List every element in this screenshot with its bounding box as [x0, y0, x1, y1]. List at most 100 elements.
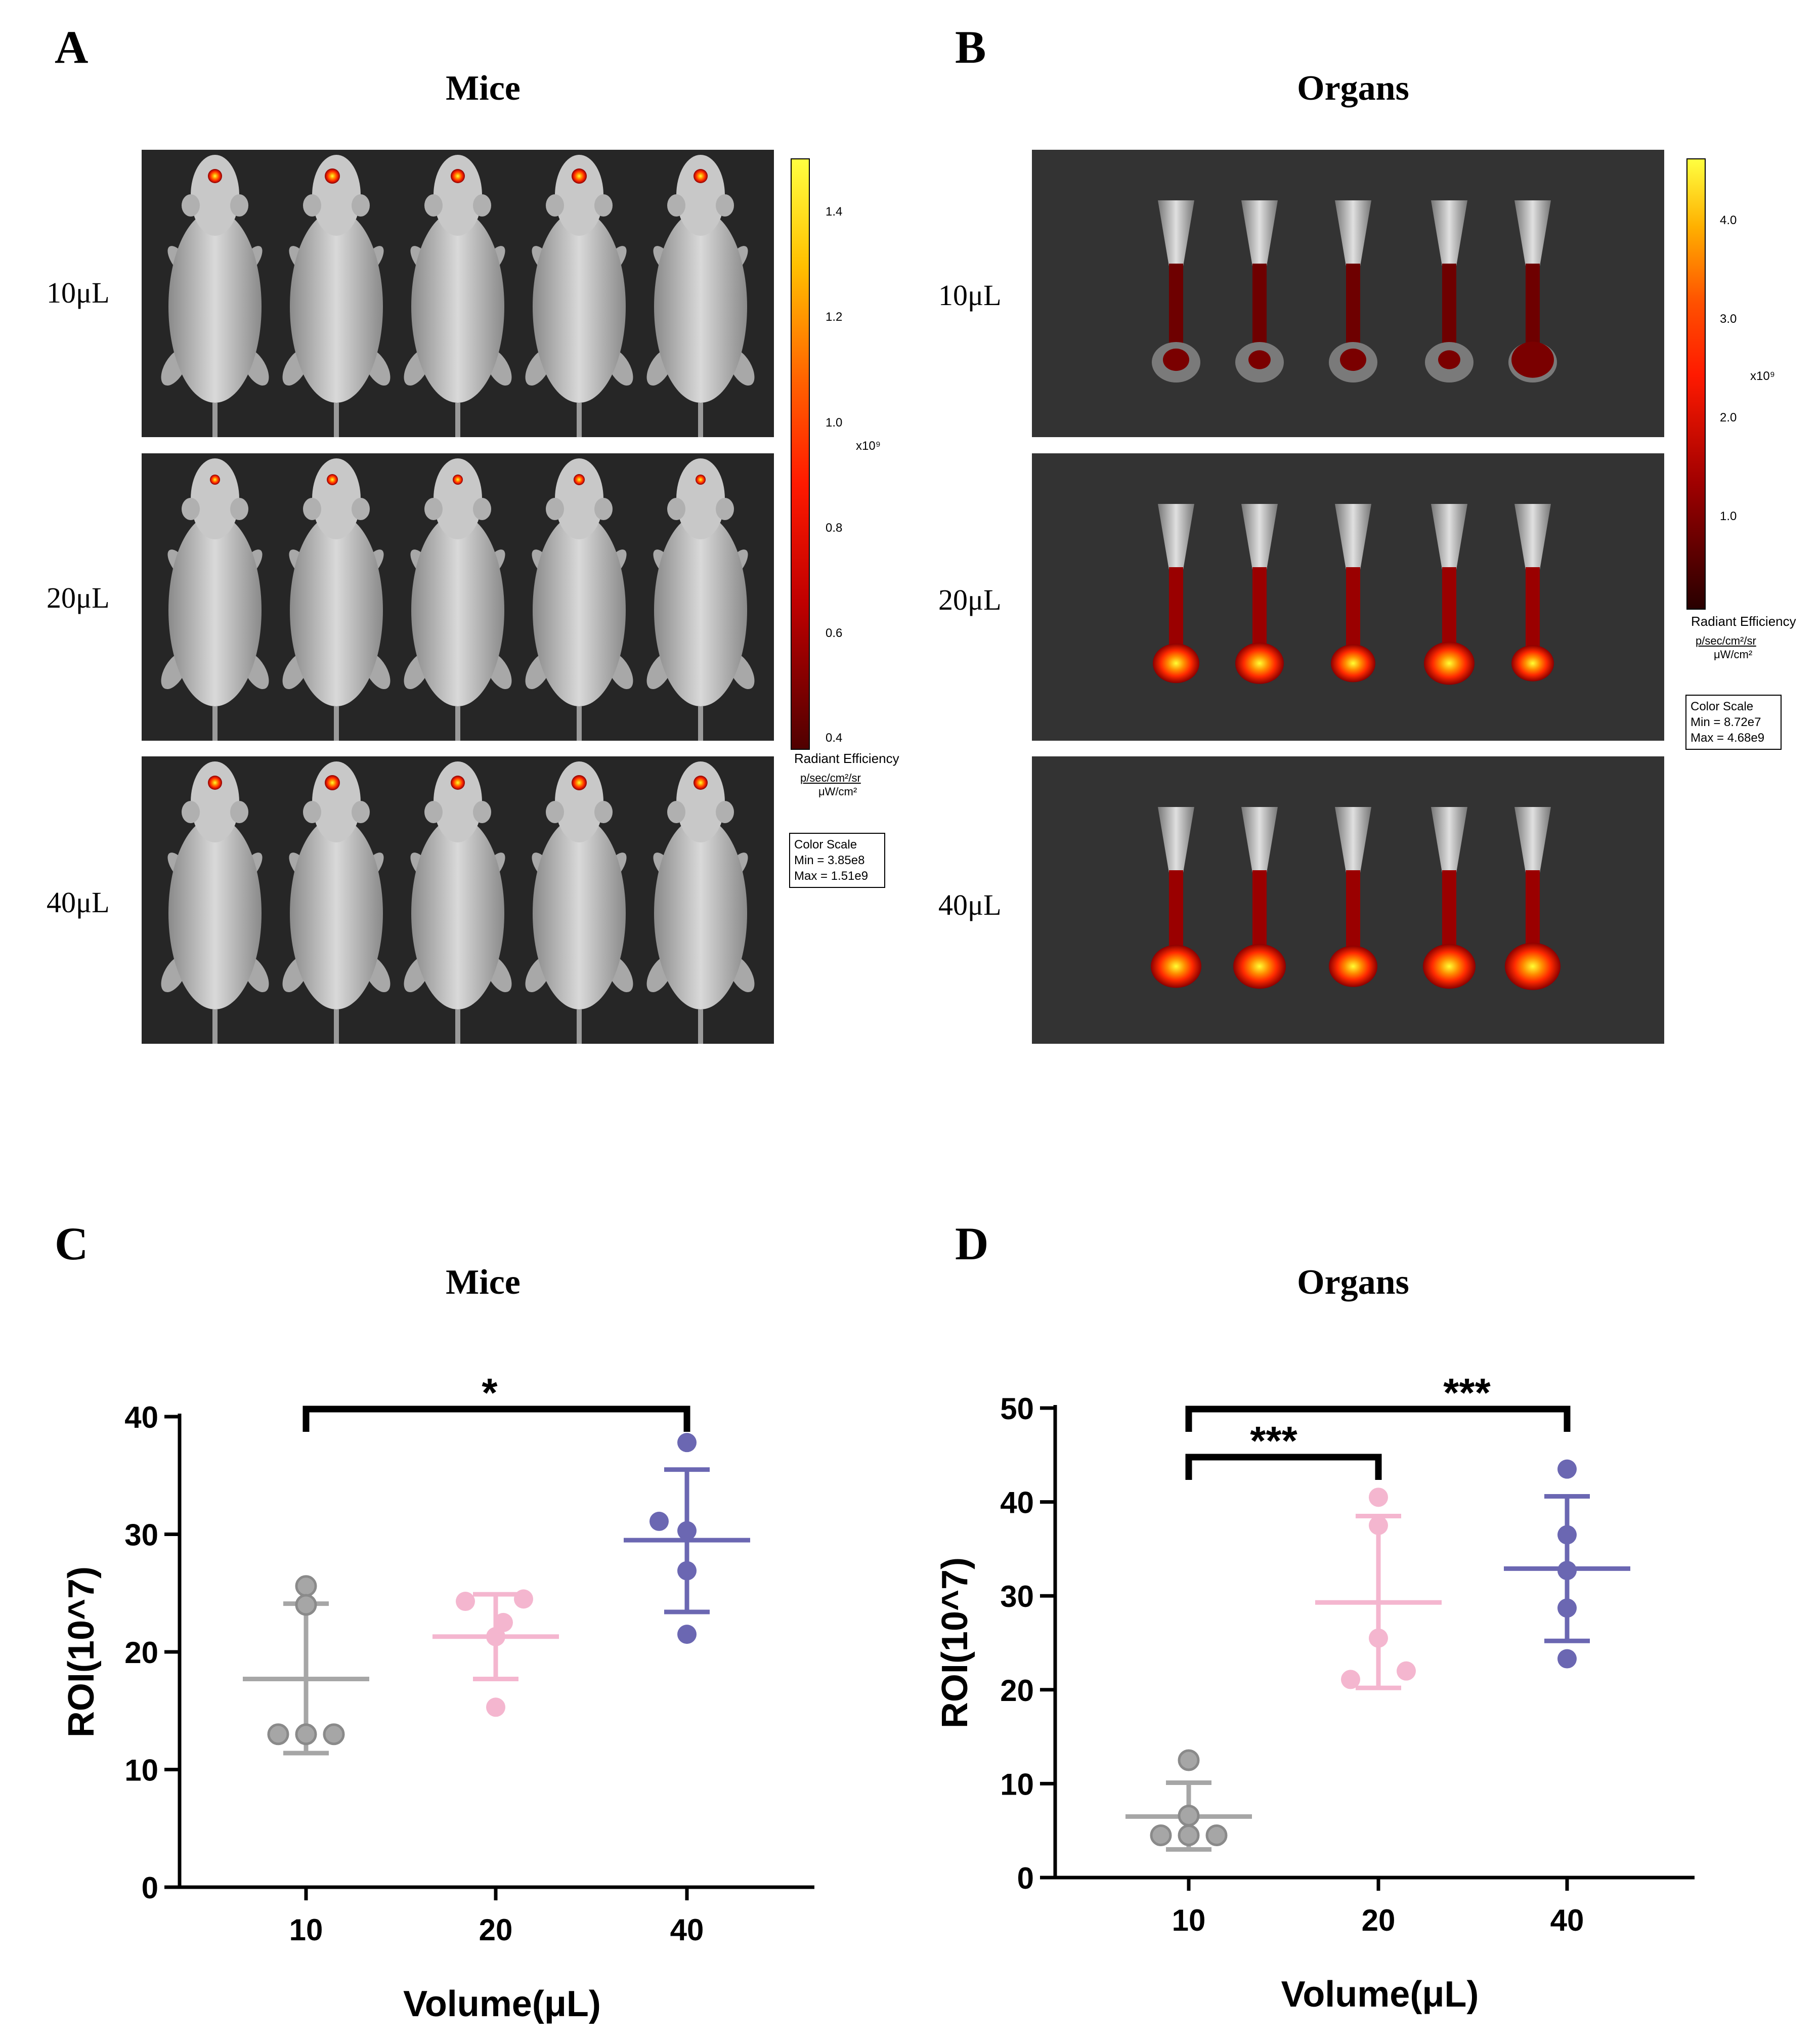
- x-tick-label: 10: [1172, 1903, 1206, 1937]
- row-label-10ul-a: 10μL: [47, 276, 110, 309]
- mouse-head: [555, 458, 603, 539]
- colorbar-a-unit-denominator: μW/cm²: [818, 785, 857, 798]
- y-axis-label: ROI(10^7): [935, 1557, 975, 1728]
- fluorescence-spot: [451, 169, 465, 183]
- data-point: [1178, 1805, 1200, 1827]
- significance-bracket: [1185, 1406, 1571, 1432]
- mouse-body: [411, 210, 504, 403]
- colorbar-b-multiplier: x10⁹: [1750, 369, 1775, 383]
- mouse: [282, 458, 391, 741]
- colorbar-a: [791, 158, 810, 750]
- organ-stem: [1252, 264, 1267, 355]
- mice-illustration-20ul: [161, 458, 755, 741]
- fluorescence-spot: [1151, 945, 1201, 988]
- organ-specimen: [1505, 807, 1561, 990]
- data-point: [1557, 1598, 1577, 1618]
- data-point: [486, 1627, 505, 1646]
- data-point: [494, 1612, 513, 1632]
- fluorescence-spot: [451, 776, 465, 790]
- fluorescence-spot: [694, 776, 708, 790]
- mouse-ear: [473, 498, 491, 520]
- organ-bulb: [1514, 807, 1551, 873]
- mouse-ear: [352, 498, 370, 520]
- chart-d: 0 10 20 30 40 50 10 20 40 Volume(μL) ROI(10^7) *** *…: [935, 1370, 1695, 2015]
- mouse: [282, 155, 391, 437]
- y-tick-label: 20: [1000, 1674, 1034, 1708]
- x-tick-label: 20: [1362, 1903, 1396, 1937]
- mouse: [161, 458, 269, 741]
- mouse-body: [168, 210, 262, 403]
- fluorescence-spot: [1505, 943, 1561, 990]
- data-point: [1178, 1824, 1200, 1846]
- color-scale-max: Max = 4.68e9: [1691, 731, 1765, 745]
- mouse-body: [654, 514, 747, 706]
- significance-bracket: [1185, 1454, 1382, 1480]
- organ-bulb: [1241, 504, 1278, 570]
- mouse-ear: [667, 801, 685, 823]
- mouse: [646, 761, 755, 1044]
- mouse: [525, 155, 633, 437]
- fluorescence-spot: [1438, 350, 1460, 369]
- organ-specimen: [1425, 200, 1474, 382]
- mouse-ear: [352, 194, 370, 217]
- y-tick-label: 40: [1000, 1486, 1034, 1520]
- panel-letter-d: D: [955, 1218, 989, 1269]
- data-point: [456, 1592, 475, 1611]
- mouse-head: [312, 761, 361, 842]
- mouse-ear: [667, 194, 685, 217]
- chart-c: 0 10 20 30 40 10 20 40 Volume(μL) ROI(10^7) *: [61, 1370, 814, 2024]
- y-tick-label: 40: [124, 1400, 158, 1434]
- organ-bulb: [1158, 200, 1194, 266]
- mouse-tail: [698, 1009, 703, 1044]
- organ-stem: [1346, 264, 1360, 355]
- organ-stem: [1526, 264, 1540, 355]
- organ-bulb: [1514, 200, 1551, 266]
- data-point: [649, 1511, 669, 1531]
- organ-specimen: [1329, 200, 1377, 382]
- mouse-tail: [698, 403, 703, 437]
- colorbar-a-tick: 0.8: [826, 521, 843, 535]
- panel-letter-c: C: [55, 1218, 89, 1269]
- panel-letter-b: B: [955, 21, 986, 73]
- data-point: [1397, 1661, 1416, 1681]
- mice-image-10ul: [142, 150, 774, 437]
- mouse-head: [676, 761, 725, 842]
- mouse-ear: [594, 801, 613, 823]
- mouse: [404, 155, 512, 437]
- mouse-ear: [352, 801, 370, 823]
- data-point: [1369, 1628, 1388, 1648]
- fluorescence-spot: [208, 776, 222, 790]
- mouse: [282, 761, 391, 1044]
- fluorescence-spot: [572, 775, 587, 790]
- data-point: [295, 1594, 317, 1616]
- mouse-head: [191, 458, 239, 539]
- organ-specimen: [1235, 504, 1284, 684]
- organs-image-20ul: [1032, 453, 1664, 741]
- mouse-head: [434, 458, 482, 539]
- mice-image-20ul: [142, 453, 774, 741]
- organ-bulb: [1514, 504, 1551, 570]
- x-tick-label: 10: [289, 1913, 323, 1947]
- significance-bracket: [302, 1406, 690, 1432]
- panel-b-title: Organs: [1297, 69, 1409, 108]
- mouse-body: [533, 210, 626, 403]
- mouse-ear: [473, 801, 491, 823]
- mouse-ear: [473, 194, 491, 217]
- mouse-ear: [424, 194, 443, 217]
- mouse-body: [168, 514, 262, 706]
- mouse-tail: [334, 706, 339, 741]
- data-point: [486, 1697, 505, 1717]
- fluorescence-spot: [1511, 342, 1554, 378]
- mouse: [525, 761, 633, 1044]
- panel-letter-a: A: [55, 21, 89, 73]
- colorbar-b: [1686, 158, 1706, 610]
- mouse-ear: [182, 194, 200, 217]
- mouse: [161, 155, 269, 437]
- data-point: [1369, 1487, 1388, 1507]
- organ-bulb: [1158, 807, 1194, 873]
- data-point: [323, 1723, 345, 1746]
- mouse-head: [191, 155, 239, 236]
- y-tick-label: 20: [124, 1636, 158, 1670]
- data-point: [1369, 1516, 1388, 1535]
- colorbar-a-tick: 0.4: [826, 731, 843, 745]
